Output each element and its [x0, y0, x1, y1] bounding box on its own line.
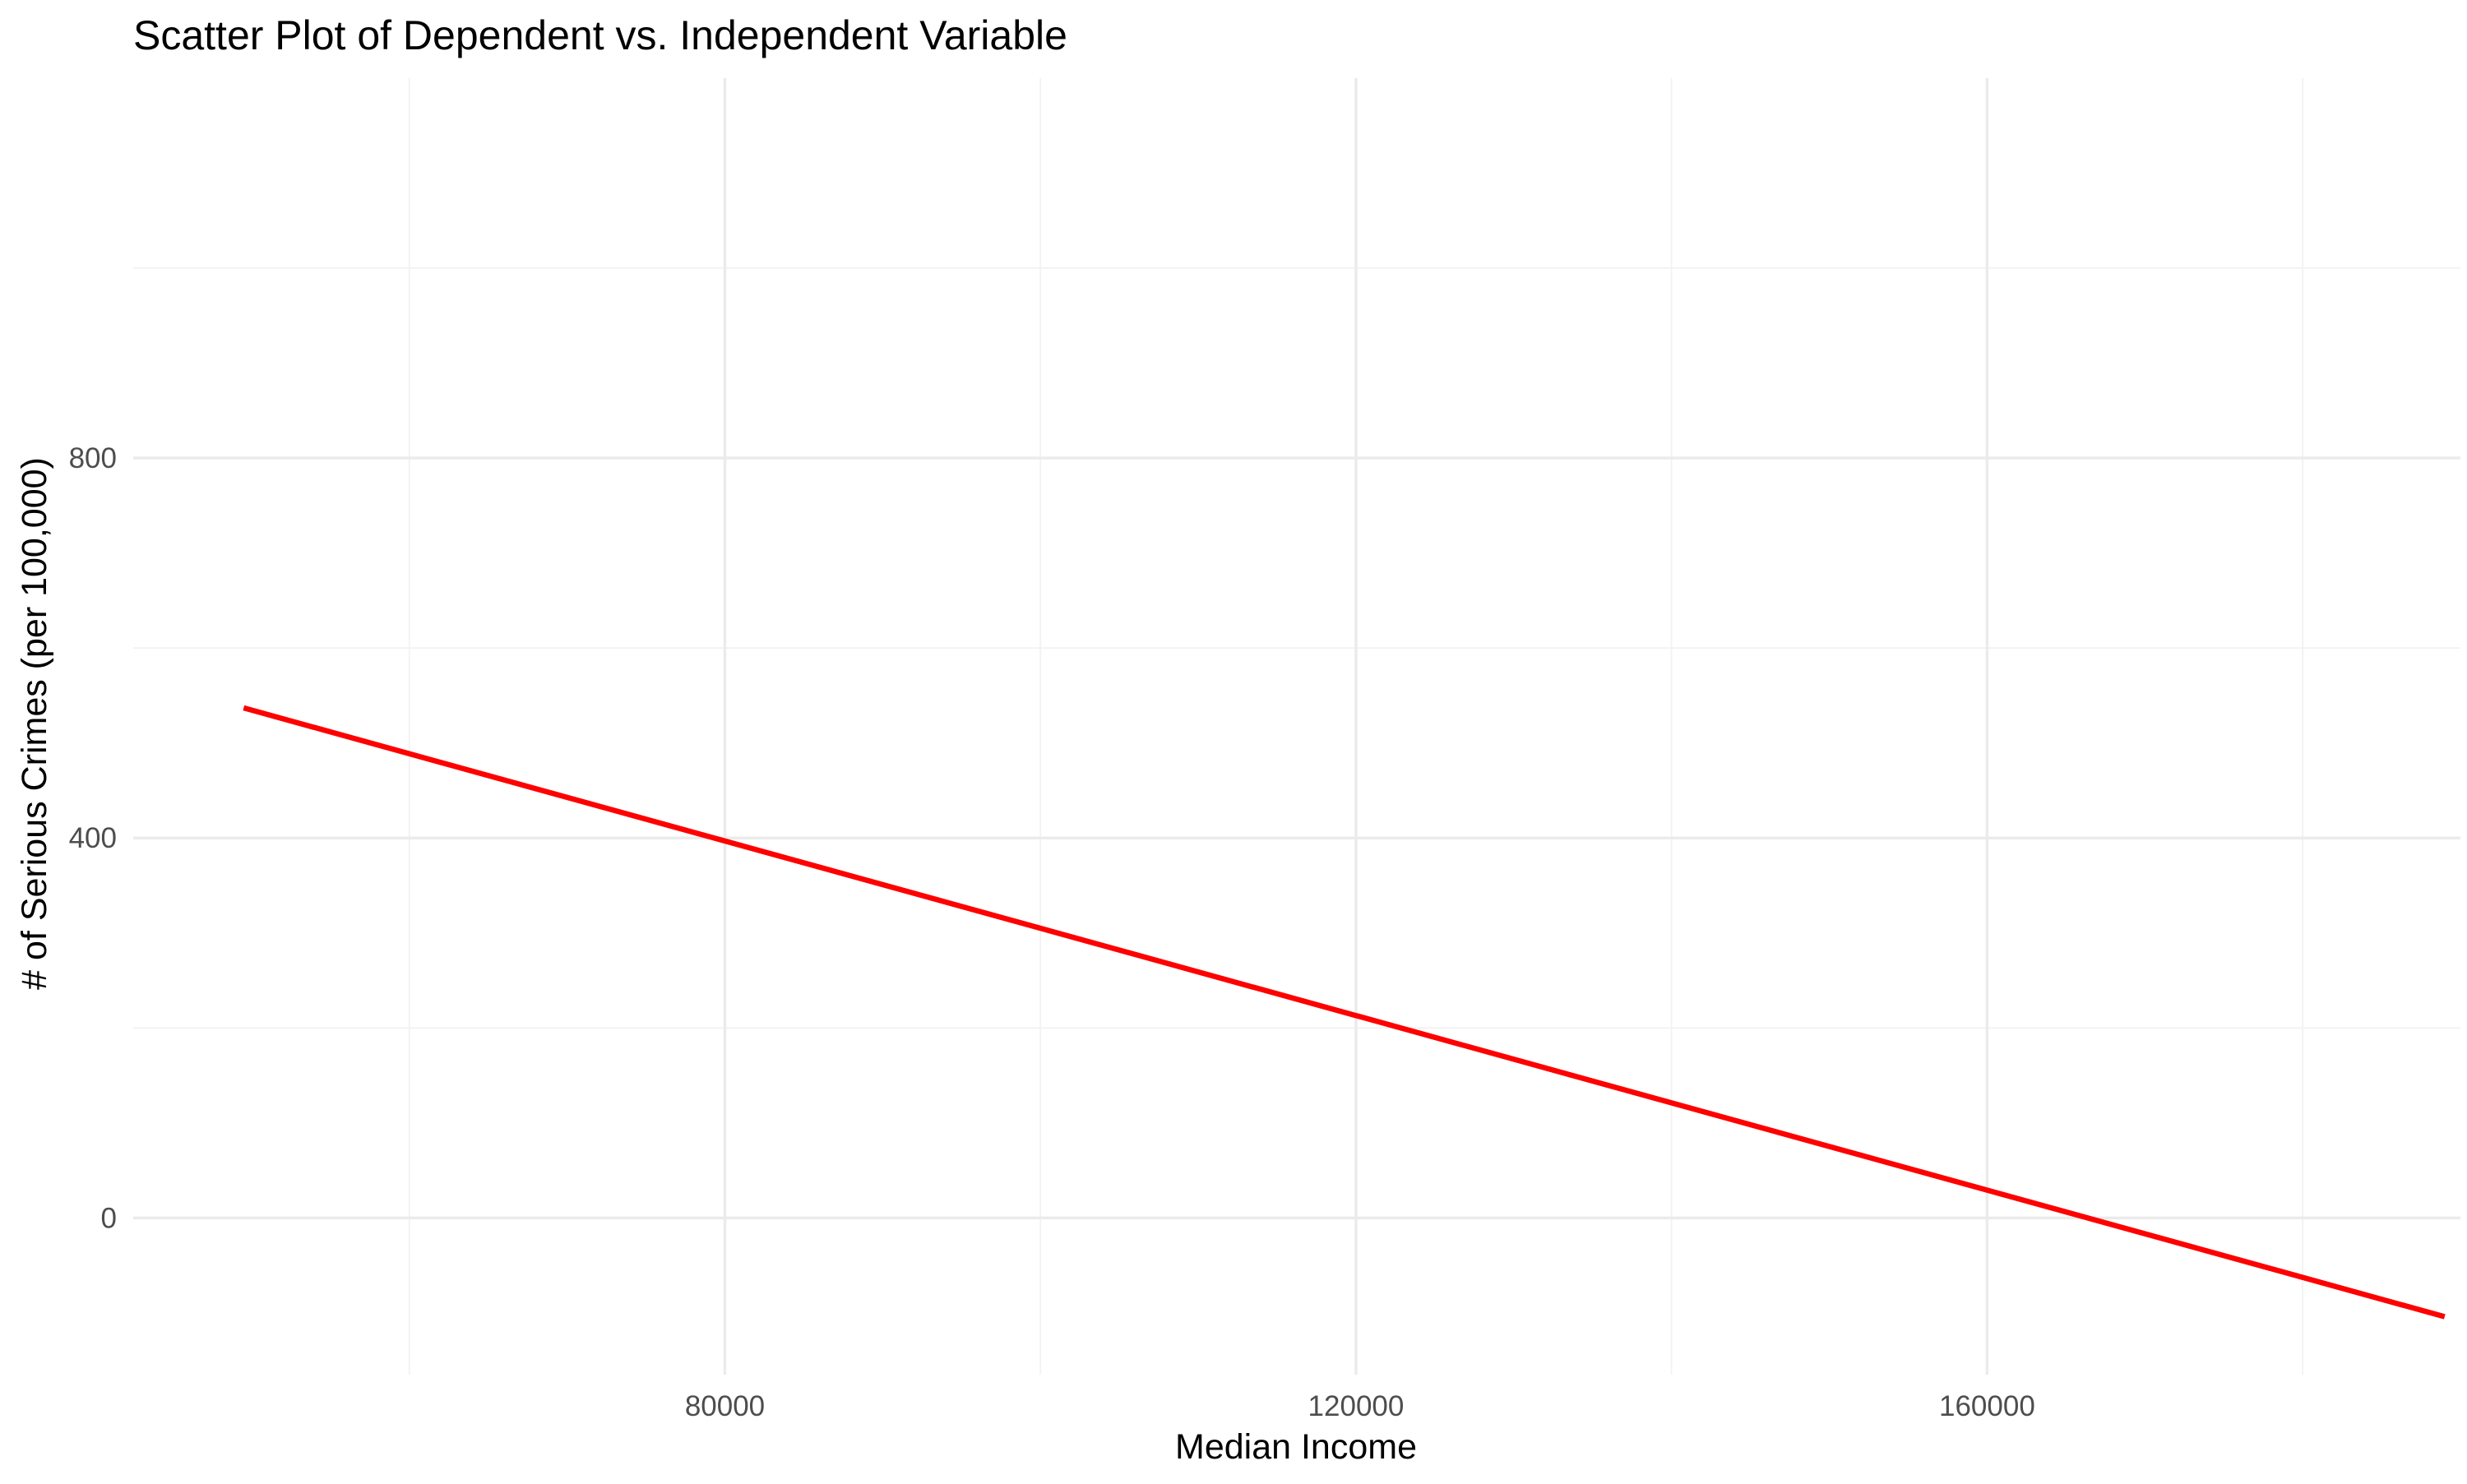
- y-axis-ticks: 0 400 800: [69, 442, 117, 1234]
- x-tick-label: 80000: [685, 1390, 765, 1422]
- regression-line: [243, 705, 2446, 1320]
- minor-gridlines: [133, 78, 2460, 1375]
- x-axis-title: Median Income: [1175, 1427, 1417, 1467]
- chart-title: Scatter Plot of Dependent vs. Independen…: [133, 12, 1067, 58]
- y-tick-label: 0: [101, 1202, 117, 1234]
- major-gridlines: [133, 78, 2460, 1375]
- x-axis-ticks: 80000 120000 160000: [685, 1390, 2035, 1422]
- regression-lines: [243, 705, 2446, 1320]
- y-tick-label: 400: [69, 822, 117, 854]
- y-axis-title: # of Serious Crimes (per 100,000): [15, 457, 54, 990]
- y-tick-label: 800: [69, 442, 117, 474]
- x-tick-label: 160000: [1939, 1390, 2035, 1422]
- x-tick-label: 120000: [1308, 1390, 1405, 1422]
